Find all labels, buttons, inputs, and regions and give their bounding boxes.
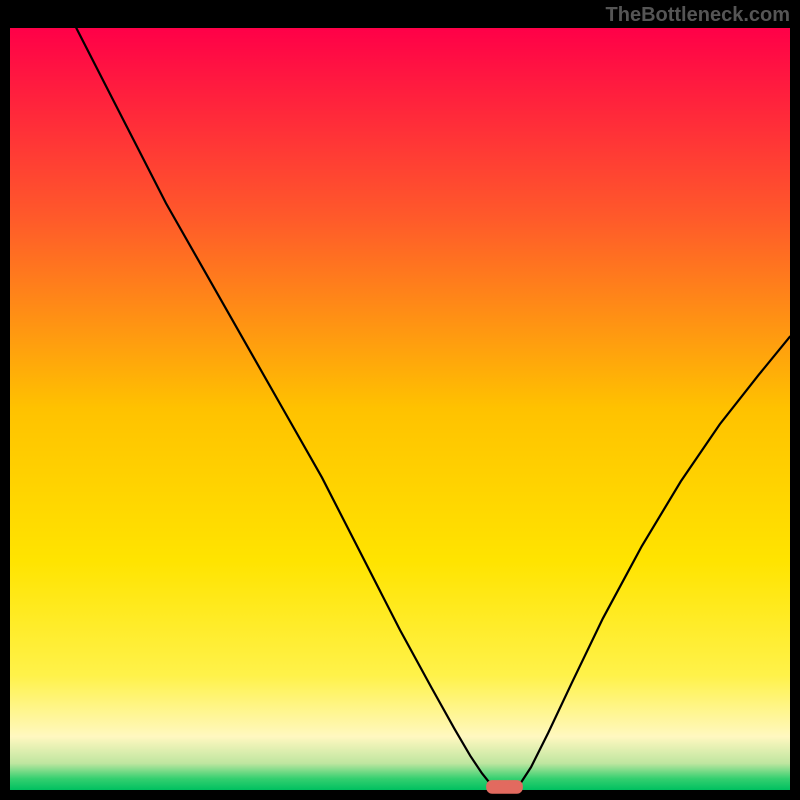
min-marker <box>486 780 523 794</box>
chart-svg <box>0 0 800 800</box>
attribution-label: TheBottleneck.com <box>606 4 790 27</box>
chart-container: TheBottleneck.com <box>0 0 800 800</box>
gradient-background <box>10 28 790 790</box>
